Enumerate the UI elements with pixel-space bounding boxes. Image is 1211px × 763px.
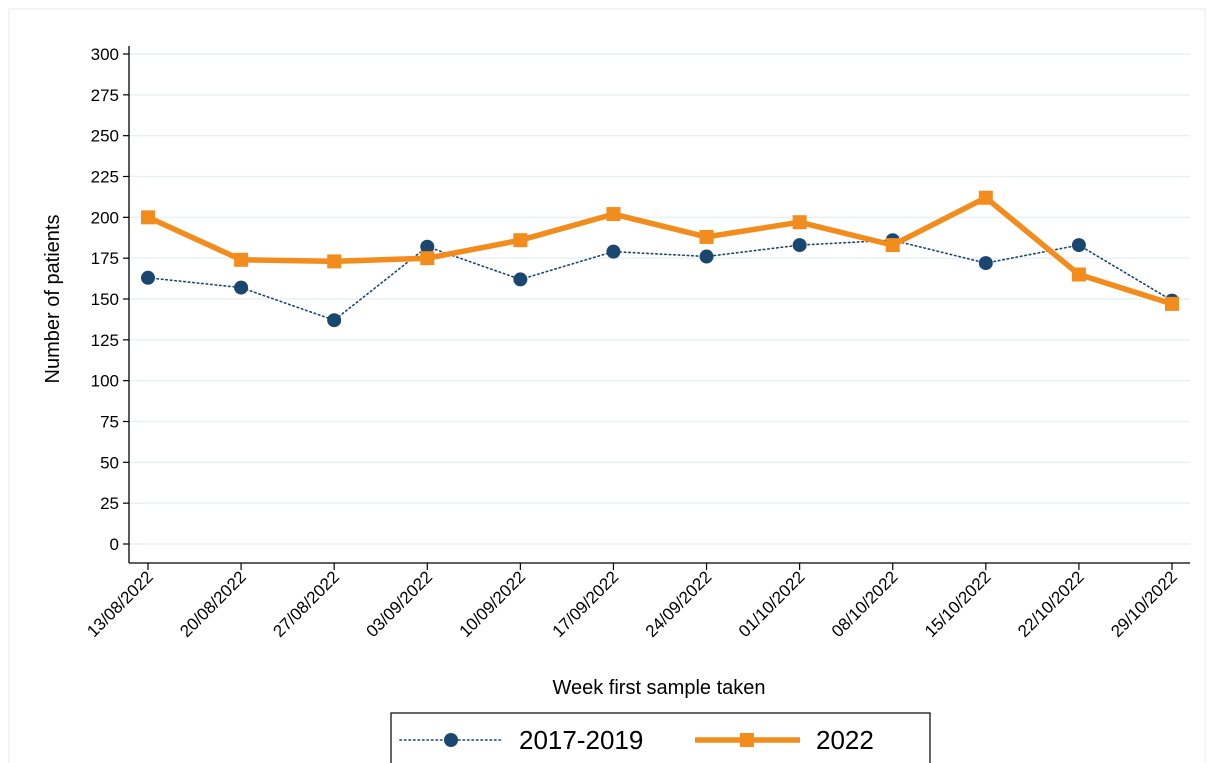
y-tick-label: 200 [91, 208, 119, 227]
y-tick-label: 125 [91, 331, 119, 350]
y-tick-label: 275 [91, 86, 119, 105]
y-tick-label: 0 [110, 535, 119, 554]
data-point-2017-2019 [699, 249, 714, 264]
data-point-2022 [141, 210, 155, 225]
y-tick-label: 150 [91, 290, 119, 309]
data-point-2017-2019 [606, 244, 621, 259]
data-point-2017-2019 [978, 256, 993, 271]
data-point-2017-2019 [141, 270, 155, 285]
y-tick-label: 100 [91, 372, 119, 391]
data-point-2022 [1071, 267, 1086, 282]
legend: 2017-2019 2022 [390, 712, 931, 763]
y-tick-label: 250 [91, 127, 119, 146]
x-axis-title: Week first sample taken [552, 677, 765, 699]
y-tick-label: 225 [91, 168, 119, 187]
series-line-2017-2019 [147, 239, 1173, 322]
y-tick-label: 75 [100, 413, 119, 432]
data-point-2022 [978, 190, 993, 205]
data-point-2022 [327, 254, 342, 269]
legend-label-2017-2019: 2017-2019 [519, 725, 643, 755]
legend-box [390, 712, 931, 763]
y-tick-label: 175 [91, 249, 119, 268]
grid [129, 53, 1190, 545]
data-point-2017-2019 [420, 239, 435, 254]
data-point-2022 [606, 207, 621, 222]
y-tick-label: 50 [100, 453, 119, 472]
data-point-2022 [420, 251, 435, 266]
y-axis-title: Number of patients [42, 215, 64, 384]
data-point-2017-2019 [792, 238, 807, 253]
data-point-2022 [234, 252, 249, 267]
data-point-2017-2019 [327, 313, 342, 328]
data-point-2022 [513, 233, 528, 248]
series-line-2022 [146, 194, 1173, 307]
data-point-2022 [885, 238, 900, 253]
data-point-2017-2019 [234, 280, 249, 295]
data-point-2017-2019 [1071, 238, 1086, 253]
y-tick-label: 25 [100, 494, 119, 513]
series-layer [141, 190, 1179, 328]
chart-border [8, 8, 1206, 763]
y-tick-label: 300 [91, 45, 119, 64]
data-point-2017-2019 [513, 272, 528, 287]
legend-marker-2017-2019 [444, 733, 458, 747]
legend-label-2022: 2022 [816, 725, 874, 755]
data-point-2022 [792, 215, 807, 230]
data-point-2022 [699, 229, 714, 244]
data-point-2022 [1165, 296, 1179, 311]
legend-marker-2022 [740, 733, 754, 747]
